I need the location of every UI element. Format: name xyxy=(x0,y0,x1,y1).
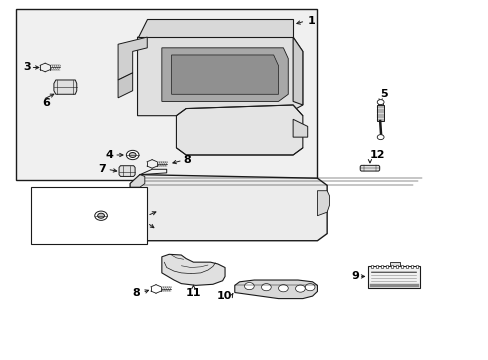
Text: 4: 4 xyxy=(106,150,114,160)
Circle shape xyxy=(376,135,383,140)
Bar xyxy=(390,265,392,267)
Polygon shape xyxy=(176,105,302,155)
Bar xyxy=(380,265,383,267)
Circle shape xyxy=(305,284,314,291)
Text: 11: 11 xyxy=(185,288,201,297)
Bar xyxy=(410,265,412,267)
Polygon shape xyxy=(130,175,326,241)
Text: 7: 7 xyxy=(99,164,106,174)
Bar xyxy=(370,265,372,267)
Polygon shape xyxy=(54,80,77,94)
Text: 3: 3 xyxy=(23,63,31,72)
Polygon shape xyxy=(119,166,135,176)
Bar xyxy=(400,265,402,267)
Text: 8: 8 xyxy=(183,156,191,165)
Polygon shape xyxy=(292,119,307,137)
Polygon shape xyxy=(130,230,144,241)
Text: 8: 8 xyxy=(132,288,140,297)
Polygon shape xyxy=(137,19,292,37)
Polygon shape xyxy=(118,73,132,98)
Text: 2: 2 xyxy=(38,211,45,221)
Circle shape xyxy=(278,285,287,292)
Polygon shape xyxy=(171,55,278,94)
Text: 5: 5 xyxy=(380,89,387,99)
Circle shape xyxy=(126,150,139,159)
Polygon shape xyxy=(162,254,224,285)
Bar xyxy=(385,265,387,267)
Bar xyxy=(395,265,397,267)
Polygon shape xyxy=(376,105,383,121)
Polygon shape xyxy=(234,280,317,298)
Bar xyxy=(375,265,378,267)
Text: 12: 12 xyxy=(369,150,385,160)
Circle shape xyxy=(95,211,107,220)
Text: 10: 10 xyxy=(217,291,232,301)
Text: 4: 4 xyxy=(72,211,80,221)
Text: 6: 6 xyxy=(42,98,50,108)
Circle shape xyxy=(261,284,271,291)
Polygon shape xyxy=(389,262,399,266)
Bar xyxy=(368,266,419,288)
Polygon shape xyxy=(118,37,147,80)
Polygon shape xyxy=(292,37,302,105)
Circle shape xyxy=(295,285,305,292)
Text: 1: 1 xyxy=(307,16,315,26)
Bar xyxy=(405,265,407,267)
Bar xyxy=(16,9,317,180)
Polygon shape xyxy=(162,48,287,102)
Circle shape xyxy=(244,283,254,290)
Circle shape xyxy=(376,100,383,105)
Bar xyxy=(369,284,418,287)
Polygon shape xyxy=(377,103,382,105)
Circle shape xyxy=(129,153,136,157)
Polygon shape xyxy=(137,37,302,116)
Polygon shape xyxy=(360,165,379,171)
Circle shape xyxy=(98,213,104,218)
Text: 9: 9 xyxy=(351,271,359,282)
Polygon shape xyxy=(317,191,329,216)
Polygon shape xyxy=(130,175,144,187)
Bar xyxy=(30,187,147,244)
Bar xyxy=(415,265,417,267)
